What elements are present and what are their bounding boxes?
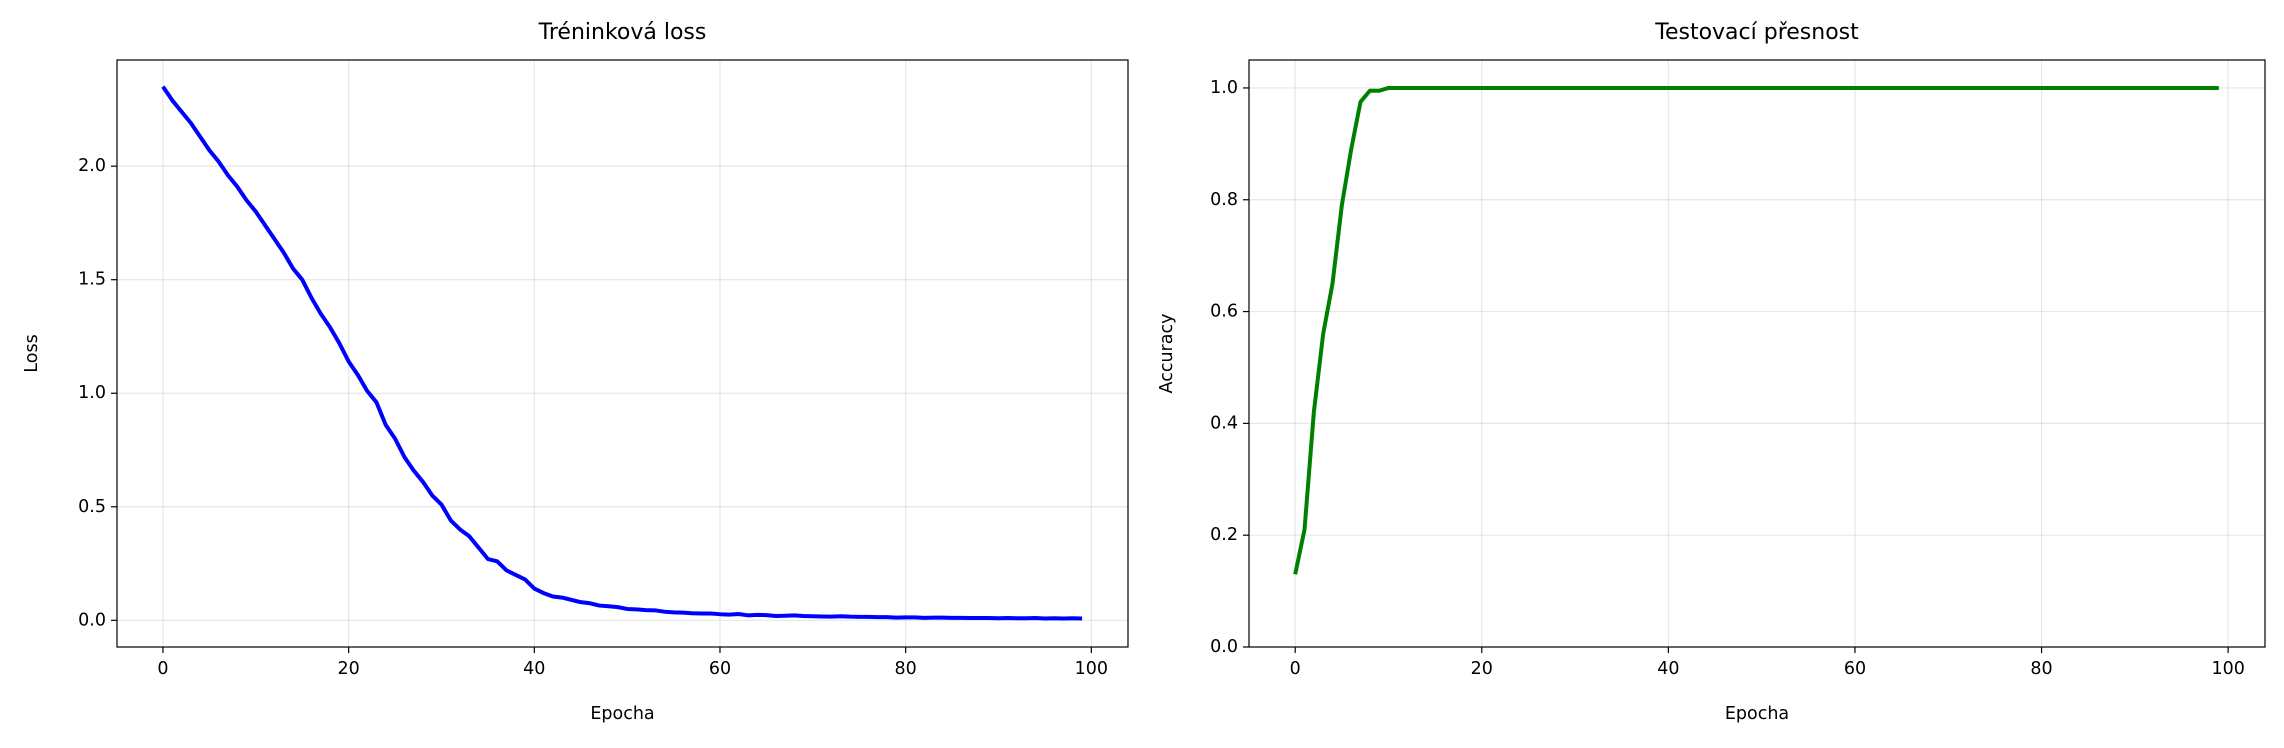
y-tick-label: 0.8 [1210, 190, 1238, 210]
axes-frame [1248, 59, 2266, 648]
x-tick-label: 100 [1075, 659, 1108, 679]
y-axis-label: Loss [22, 334, 42, 372]
y-tick-label: 0.5 [78, 497, 106, 517]
x-tick-label: 40 [1657, 659, 1679, 679]
x-axis-label: Epocha [1725, 704, 1789, 724]
y-tick-label: 0.2 [1210, 525, 1238, 545]
x-tick-label: 100 [2211, 659, 2244, 679]
x-tick-label: 20 [1471, 659, 1493, 679]
x-tick-label: 60 [1844, 659, 1866, 679]
y-tick-label: 0.0 [78, 610, 106, 630]
chart-title: Tréninková loss [538, 20, 707, 45]
y-tick-label: 0.6 [1210, 302, 1238, 322]
x-tick-label: 0 [157, 659, 168, 679]
chart-title: Testovací přesnost [1654, 20, 1859, 45]
x-tick-label: 80 [2030, 659, 2052, 679]
data-line [161, 85, 1083, 621]
y-tick-label: 1.5 [78, 270, 106, 290]
x-tick-label: 60 [709, 659, 731, 679]
y-tick-label: 0.0 [1210, 637, 1238, 657]
y-axis-label: Accuracy [1157, 314, 1177, 394]
y-tick-label: 2.0 [78, 156, 106, 176]
x-tick-label: 0 [1290, 659, 1301, 679]
x-tick-label: 20 [337, 659, 359, 679]
axes-frame [116, 59, 1129, 648]
x-tick-label: 40 [523, 659, 545, 679]
y-tick-label: 0.4 [1210, 413, 1238, 433]
data-line [1293, 85, 2219, 575]
x-tick-label: 80 [895, 659, 917, 679]
y-tick-label: 1.0 [78, 383, 106, 403]
x-axis-label: Epocha [590, 704, 654, 724]
y-tick-label: 1.0 [1210, 78, 1238, 98]
